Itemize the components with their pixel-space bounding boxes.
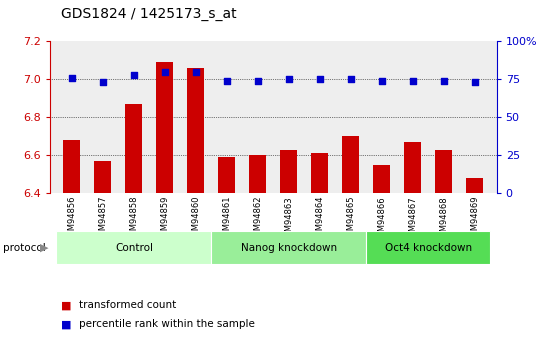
Point bbox=[98, 80, 107, 85]
Bar bbox=[311, 154, 329, 193]
Bar bbox=[435, 150, 453, 193]
Bar bbox=[373, 165, 391, 193]
Point bbox=[408, 78, 417, 83]
Point bbox=[285, 77, 294, 82]
Bar bbox=[218, 157, 235, 193]
Point bbox=[470, 80, 479, 85]
Text: percentile rank within the sample: percentile rank within the sample bbox=[79, 319, 255, 329]
Bar bbox=[466, 178, 483, 193]
Point bbox=[191, 69, 200, 75]
Bar bbox=[64, 140, 80, 193]
Text: ▶: ▶ bbox=[40, 243, 49, 253]
Point bbox=[347, 77, 355, 82]
Bar bbox=[94, 161, 112, 193]
Bar bbox=[367, 231, 490, 264]
Bar bbox=[405, 142, 421, 193]
Text: Control: Control bbox=[115, 243, 153, 253]
Text: GDS1824 / 1425173_s_at: GDS1824 / 1425173_s_at bbox=[61, 7, 237, 21]
Bar bbox=[211, 231, 367, 264]
Bar bbox=[126, 104, 142, 193]
Point bbox=[377, 78, 386, 83]
Point bbox=[253, 78, 262, 83]
Bar bbox=[156, 62, 174, 193]
Bar bbox=[280, 150, 297, 193]
Bar bbox=[56, 231, 211, 264]
Point bbox=[68, 75, 76, 81]
Text: protocol: protocol bbox=[3, 243, 46, 253]
Point bbox=[161, 69, 170, 75]
Point bbox=[129, 72, 138, 78]
Text: Nanog knockdown: Nanog knockdown bbox=[241, 243, 337, 253]
Point bbox=[315, 77, 324, 82]
Point bbox=[440, 78, 449, 83]
Bar bbox=[343, 136, 359, 193]
Bar bbox=[249, 155, 267, 193]
Text: Oct4 knockdown: Oct4 knockdown bbox=[385, 243, 472, 253]
Text: ■: ■ bbox=[61, 300, 72, 310]
Text: ■: ■ bbox=[61, 319, 72, 329]
Text: transformed count: transformed count bbox=[79, 300, 176, 310]
Point bbox=[223, 78, 232, 83]
Bar bbox=[187, 68, 204, 193]
